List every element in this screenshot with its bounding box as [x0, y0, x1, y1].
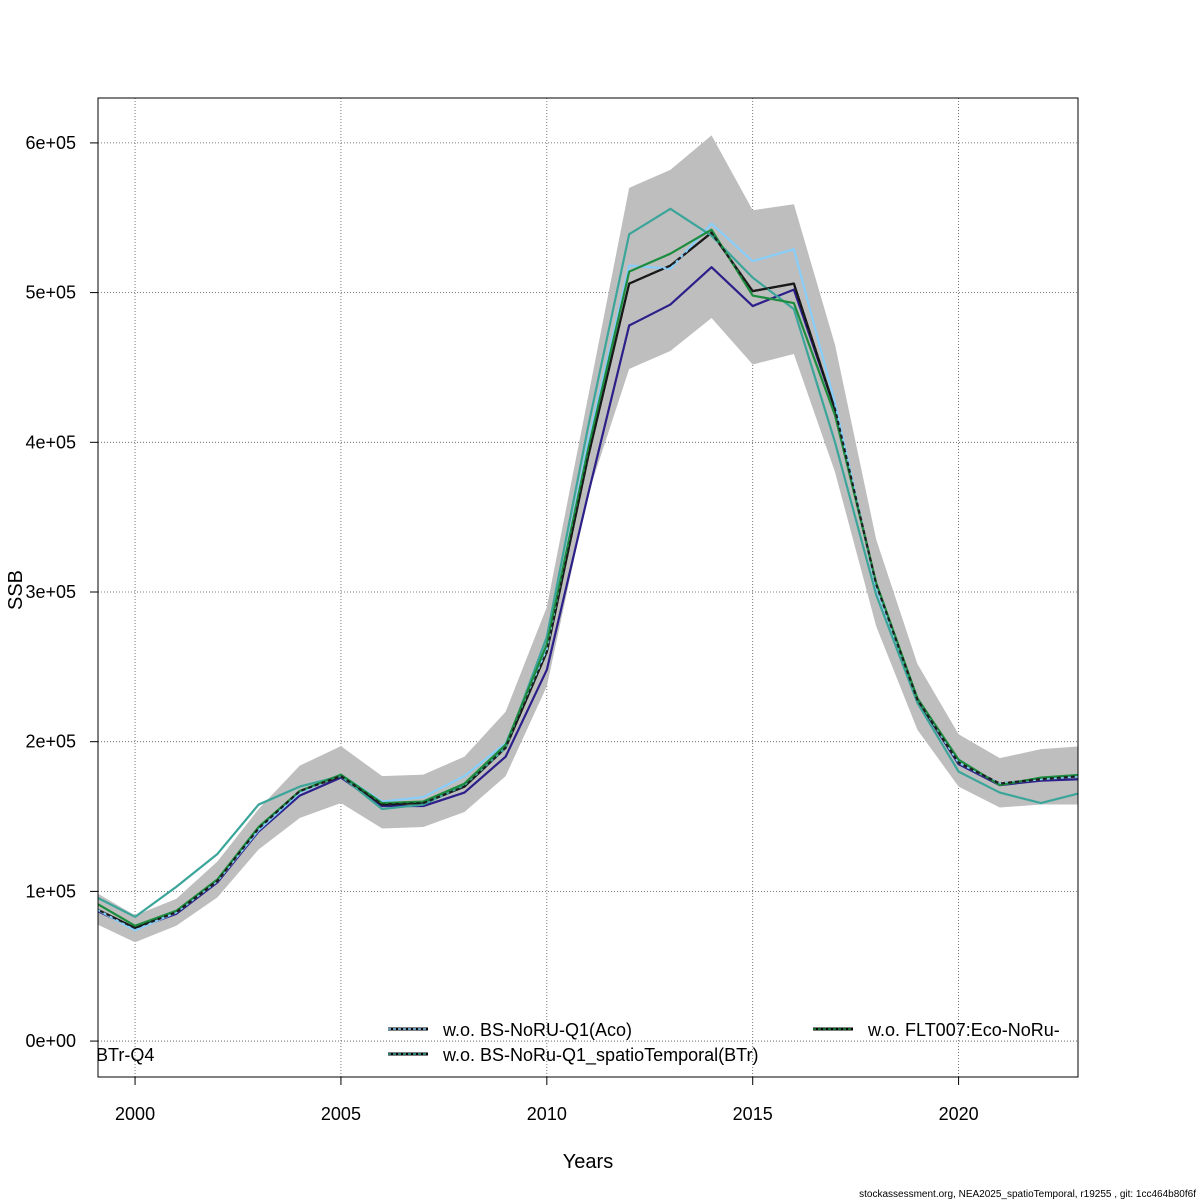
x-tick-label: 2010 — [527, 1104, 567, 1124]
y-tick-label: 5e+05 — [25, 283, 76, 303]
series-line-3 — [98, 207, 1078, 918]
grid-lines — [98, 98, 1078, 1077]
confidence-band-layer — [98, 135, 1078, 943]
x-tick-label: 2005 — [321, 1104, 361, 1124]
x-axis-title: Years — [563, 1151, 613, 1173]
x-tick-label: 2000 — [115, 1104, 155, 1124]
legend-label-aco: w.o. BS-NoRU-Q1(Aco) — [442, 1020, 632, 1040]
legend-label-flt007: w.o. FLT007:Eco-NoRu- — [867, 1020, 1060, 1040]
footer-note: stockassessment.org, NEA2025_spatioTempo… — [859, 1189, 1196, 1200]
x-tick-label: 2020 — [939, 1104, 979, 1124]
y-tick-label: 4e+05 — [25, 432, 76, 452]
y-axis-title: SSB — [5, 570, 27, 610]
legend-label-btr-q4: BTr-Q4 — [96, 1045, 154, 1065]
legend: w.o. BS-NoRU-Q1(Aco) w.o. BS-NoRu-Q1_spa… — [96, 1020, 1060, 1066]
y-tick-label: 3e+05 — [25, 582, 76, 602]
y-tick-label: 6e+05 — [25, 133, 76, 153]
y-tick-label: 2e+05 — [25, 732, 76, 752]
legend-label-btr: w.o. BS-NoRu-Q1_spatioTemporal(BTr) — [442, 1045, 758, 1066]
x-tick-label: 2015 — [733, 1104, 773, 1124]
y-tick-label: 0e+00 — [25, 1031, 76, 1051]
y-axis: 0e+00 1e+05 2e+05 3e+05 4e+05 5e+05 6e+05 — [25, 133, 98, 1051]
x-axis: 2000 2005 2010 2015 2020 — [115, 1077, 979, 1124]
confidence-band — [98, 135, 1078, 943]
series-line-4 — [98, 228, 1078, 927]
series-layer — [98, 207, 1078, 932]
series-line-5 — [98, 231, 1078, 930]
series-line-0 — [98, 266, 1078, 930]
plot-frame — [97, 97, 1079, 1078]
y-tick-label: 1e+05 — [25, 881, 76, 901]
